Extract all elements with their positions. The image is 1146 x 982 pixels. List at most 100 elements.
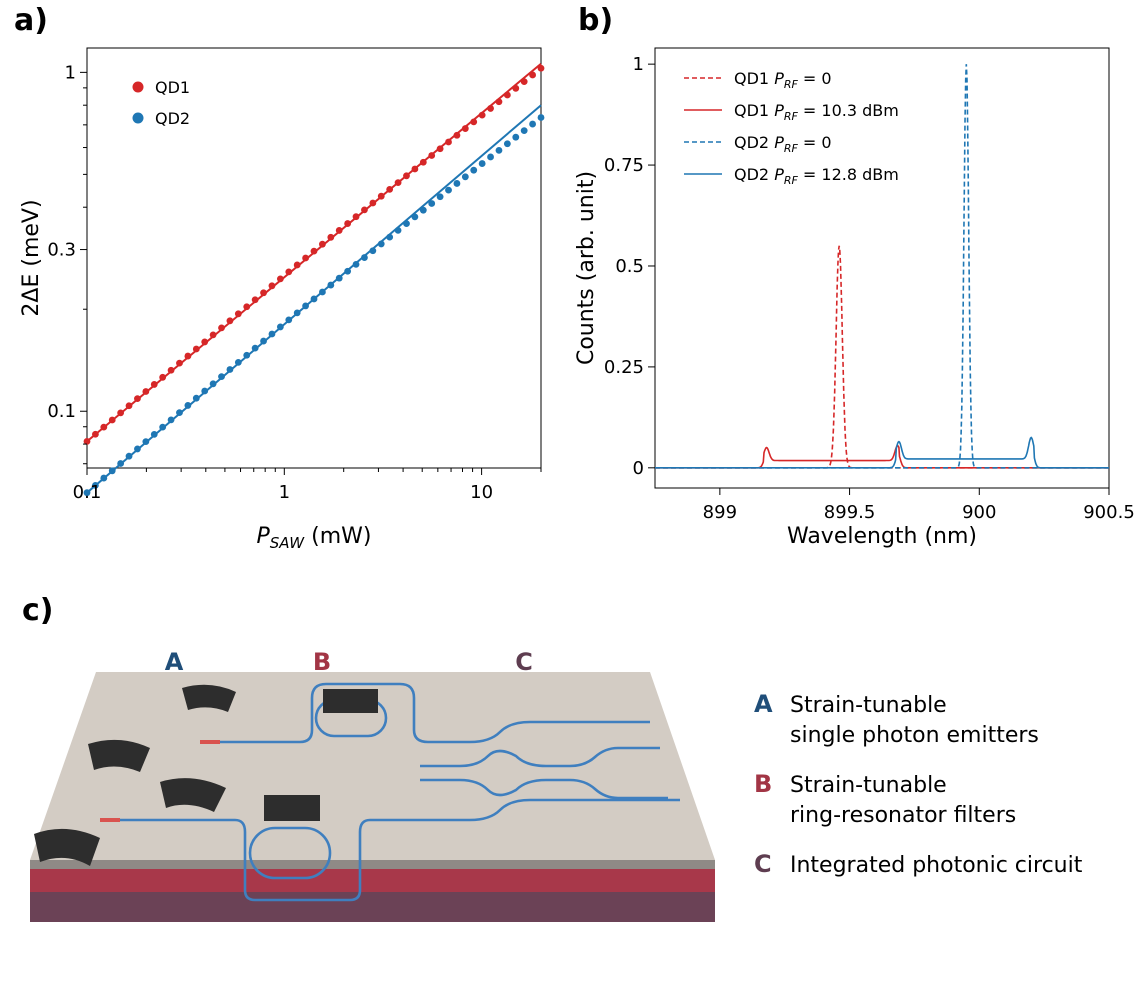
chip-top-edge <box>30 860 715 869</box>
legend-a-line1: Strain-tunable <box>790 693 947 718</box>
data-point-qd2 <box>478 160 486 167</box>
legend-letter-b: B <box>754 770 772 798</box>
y-tick-label: 0 <box>633 458 644 479</box>
data-point-qd1 <box>226 317 234 325</box>
x-tick-label: 900.5 <box>1083 502 1135 523</box>
spectrum-qd2-on <box>655 436 1109 469</box>
waveguide-upper <box>220 682 650 744</box>
legend-marker-qd2 <box>132 112 144 124</box>
data-point-qd2 <box>495 146 503 154</box>
panel-a-label: a) <box>14 3 48 38</box>
data-point-qd1 <box>276 275 284 283</box>
panel-a-xlabel-unit: (mW) <box>304 524 371 549</box>
data-point-qd2 <box>512 133 520 141</box>
panel-a-ylabel-main: 2ΔE <box>19 274 44 317</box>
waveguides <box>120 682 680 902</box>
chip-illustration: A B C <box>30 648 715 922</box>
spectrum-qd1-off <box>655 245 1109 469</box>
data-point-qd2 <box>419 206 427 214</box>
data-point-qd1 <box>243 303 251 311</box>
waveguide-coupler-1 <box>420 746 660 768</box>
legend-item-c: C Integrated photonic circuit <box>754 850 1083 878</box>
data-point-qd2 <box>487 153 494 161</box>
actuator-3 <box>160 778 226 812</box>
panel-b-label: b) <box>578 3 613 38</box>
data-point-qd2 <box>537 114 545 121</box>
waveguide-coupler-2 <box>420 778 668 800</box>
legend-label-qd2: QD2 <box>155 109 190 128</box>
fit-line-qd1 <box>86 63 542 443</box>
emitter-tip-lower <box>100 818 120 822</box>
legend-b-line1: Strain-tunable <box>790 773 947 798</box>
data-point-qd2 <box>503 140 511 148</box>
data-point-qd1 <box>234 310 242 318</box>
panel-c-legend: A Strain-tunable single photon emitters … <box>754 690 1083 878</box>
legend-label-2: QD2 PRF = 0 <box>734 133 832 155</box>
data-point-qd1 <box>218 324 225 332</box>
legend-marker-qd1 <box>132 81 144 93</box>
panel-a-xlabel-sub: SAW <box>270 534 306 552</box>
chip-letter-a: A <box>165 648 184 676</box>
spectrum-qd1-on <box>655 444 1109 469</box>
legend-a-line2: single photon emitters <box>790 723 1039 748</box>
data-point-qd2 <box>470 166 478 174</box>
ring-resonator-lower <box>248 826 332 880</box>
chip-middle-layer <box>30 869 715 892</box>
legend-c-line1: Integrated photonic circuit <box>790 853 1083 878</box>
data-point-qd1 <box>537 64 545 72</box>
waveguide-lower <box>120 798 680 902</box>
y-tick-label: 0.5 <box>615 256 644 277</box>
panel-a-plot: 0.1 1 10 0.1 0.3 1 PSAW (mW) 2ΔE (meV) QD1 QD… <box>19 47 545 552</box>
panel-b-legend: QD1 PRF = 0 QD1 PRF = 10.3 dBm QD2 PRF = 0… <box>684 69 899 187</box>
fit-line-qd2 <box>86 104 542 494</box>
panel-b-frame <box>654 47 1110 489</box>
y-tick-label: 0.1 <box>47 401 76 422</box>
legend-letter-c: C <box>754 850 772 878</box>
x-tick-label: 900 <box>962 502 996 523</box>
x-tick-label: 899.5 <box>824 502 876 523</box>
y-tick-label: 0.75 <box>604 155 644 176</box>
panel-a-frame <box>86 47 542 469</box>
actuator-1 <box>182 684 236 712</box>
data-point-qd1 <box>285 268 293 276</box>
data-point-qd2 <box>520 127 528 135</box>
y-tick-label: 0.25 <box>604 357 644 378</box>
chip-letter-b: B <box>313 648 331 676</box>
legend-label-3: QD2 PRF = 12.8 dBm <box>734 165 899 187</box>
actuator-4 <box>34 828 100 866</box>
data-point-qd1 <box>251 296 259 304</box>
data-point-qd1 <box>260 289 267 297</box>
panel-b-plot: 899 899.5 900 900.5 0 0.25 0.5 0.75 1 Wavelength… <box>574 47 1135 549</box>
data-point-qd2 <box>361 254 368 261</box>
panel-a-xlabel: PSAW (mW) <box>257 524 372 552</box>
chip-bottom-layer <box>30 890 715 922</box>
data-point-qd2 <box>445 186 452 194</box>
legend-letter-a: A <box>754 690 773 718</box>
actuator-2 <box>88 739 150 772</box>
data-point-qd2 <box>436 193 444 201</box>
emitter-tip-upper <box>200 740 220 744</box>
x-tick-label: 899 <box>703 502 737 523</box>
y-tick-label: 0.3 <box>47 240 76 261</box>
x-tick-label: 1 <box>279 482 290 503</box>
actuator-6 <box>264 795 320 821</box>
panel-b-ylabel: Counts (arb. unit) <box>574 171 599 365</box>
x-tick-label: 10 <box>470 482 493 503</box>
actuator-5 <box>323 689 378 713</box>
data-point-qd2 <box>453 180 461 187</box>
y-tick-label: 1 <box>65 62 76 83</box>
panel-a-legend: QD1 QD2 <box>132 78 190 128</box>
legend-label-1: QD1 PRF = 10.3 dBm <box>734 101 899 123</box>
data-point-qd2 <box>461 173 469 181</box>
chip-top-surface <box>30 672 715 860</box>
panel-b-xlabel: Wavelength (nm) <box>787 524 977 549</box>
legend-label-0: QD1 PRF = 0 <box>734 69 832 91</box>
legend-item-a: A Strain-tunable single photon emitters <box>754 690 1039 748</box>
x-tick-label: 0.1 <box>73 482 102 503</box>
data-point-qd1 <box>268 282 276 290</box>
y-tick-label: 1 <box>633 54 644 75</box>
legend-label-qd1: QD1 <box>155 78 190 97</box>
data-point-qd2 <box>428 200 436 207</box>
spectrum-qd2-off <box>655 64 1109 469</box>
